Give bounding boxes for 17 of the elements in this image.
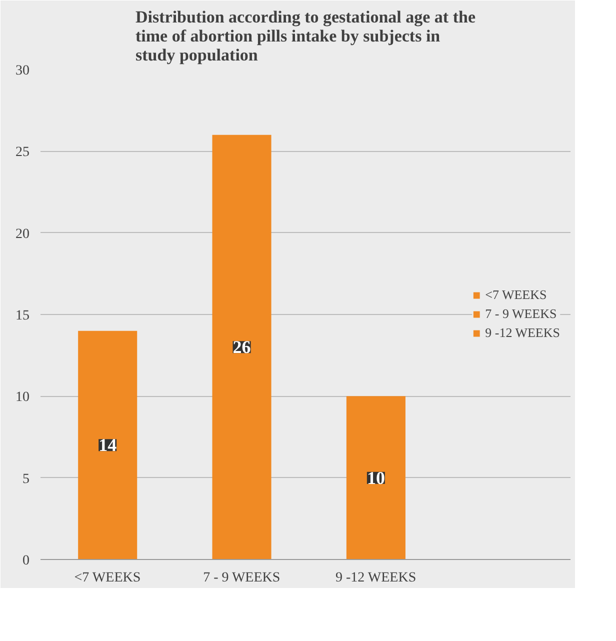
x-tick-label: 9 -12 WEEKS	[336, 570, 416, 586]
data-label: 10	[366, 468, 385, 488]
legend-label: <7 WEEKS	[485, 287, 547, 303]
y-tick-label: 15	[16, 308, 30, 324]
y-tick-label: 25	[16, 145, 30, 160]
x-tick-label: 7 - 9 WEEKS	[203, 570, 280, 586]
y-tick-label: 30	[16, 64, 30, 78]
y-tick-label: 5	[22, 472, 30, 487]
legend-label: 7 - 9 WEEKS	[485, 306, 557, 322]
y-tick-label: 10	[16, 390, 30, 406]
legend-label: 9 -12 WEEKS	[485, 325, 560, 341]
y-tick-label: 0	[22, 554, 30, 568]
y-tick-label: 20	[16, 226, 30, 242]
data-label: 14	[98, 435, 117, 456]
data-label: 26	[232, 337, 251, 358]
x-tick-label: <7 WEEKS	[74, 570, 141, 586]
chart-title: Distribution according to gestational age at the time of abortion pills intake by subjects in study population	[136, 8, 476, 64]
